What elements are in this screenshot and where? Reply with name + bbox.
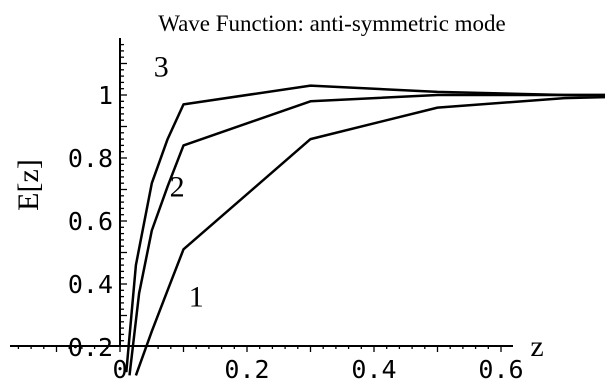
y-tick-label: 0.6 — [68, 207, 113, 236]
series-line-1 — [134, 95, 605, 376]
x-tick-label: 0.6 — [478, 355, 523, 379]
y-tick-label: 1 — [98, 81, 113, 110]
series-label-3: 3 — [154, 51, 169, 84]
y-tick-label: 0.2 — [68, 333, 113, 362]
series-line-3 — [125, 84, 605, 373]
x-tick-label: 0 — [112, 355, 127, 379]
y-minor-ticks — [120, 43, 127, 342]
y-tick-label: 0.4 — [68, 270, 113, 299]
x-tick-labels: 00.20.40.60.8 — [112, 355, 523, 379]
y-tick-labels: 0.2 0.4 0.6 0.8 1 — [68, 81, 113, 362]
series-labels: 1 2 3 — [154, 51, 204, 314]
x-axis-label: z — [530, 330, 543, 363]
x-tick-label: 0.2 — [224, 355, 269, 379]
series-label-1: 1 — [189, 281, 204, 314]
chart-title: Wave Function: anti-symmetric mode — [158, 11, 506, 36]
x-tick-label: 0.4 — [351, 355, 396, 379]
y-tick-label: 0.8 — [68, 144, 113, 173]
series-label-2: 2 — [170, 170, 185, 203]
series-lines — [125, 84, 605, 376]
y-axis-label: E[z] — [12, 159, 45, 211]
